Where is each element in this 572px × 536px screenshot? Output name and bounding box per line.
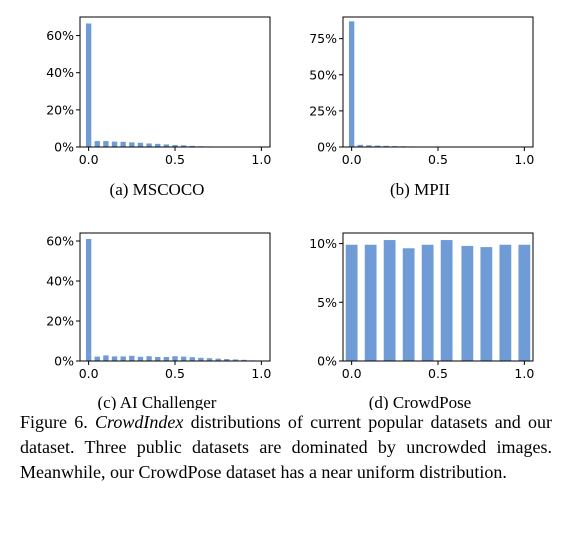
- bar: [85, 23, 92, 147]
- subfigure-caption: (a) MSCOCO: [110, 180, 205, 199]
- subfigure-caption: (d) CrowdPose: [369, 393, 471, 410]
- bar: [206, 358, 213, 361]
- x-tick-label: 1.0: [251, 152, 271, 167]
- bar: [499, 244, 512, 361]
- bar: [137, 142, 144, 147]
- x-tick-label: 0.0: [342, 366, 362, 381]
- bar: [180, 145, 187, 147]
- bar: [189, 357, 195, 361]
- bar: [348, 21, 355, 147]
- caption-prefix: Figure 6.: [20, 412, 88, 432]
- y-tick-label: 20%: [46, 102, 74, 117]
- x-tick-label: 0.5: [165, 152, 185, 167]
- y-tick-label: 25%: [309, 103, 337, 118]
- bar: [357, 144, 363, 147]
- bar: [241, 359, 247, 361]
- bar: [461, 245, 474, 361]
- bar: [224, 359, 230, 361]
- subfigure-caption: (b) MPII: [390, 180, 450, 199]
- bar: [146, 356, 152, 361]
- bar: [120, 356, 126, 361]
- x-tick-label: 1.0: [251, 366, 271, 381]
- y-tick-label: 40%: [46, 274, 74, 289]
- bar: [163, 357, 170, 361]
- bar: [155, 143, 161, 147]
- axes-frame: [79, 16, 271, 148]
- chart-panel-0: 0% 20% 40% 60% 0.0 0.5 1.0 (a) MSCOCO: [46, 16, 271, 199]
- bar: [518, 244, 531, 361]
- bar: [103, 355, 109, 361]
- y-tick-label: 60%: [46, 234, 74, 249]
- caption-text: distributions of current popular dataset…: [20, 412, 552, 482]
- x-tick-label: 0.5: [428, 366, 448, 381]
- x-tick-label: 0.0: [79, 366, 99, 381]
- y-tick-label: 5%: [317, 295, 337, 310]
- bar: [480, 247, 493, 361]
- x-tick-label: 0.0: [342, 152, 362, 167]
- bar: [155, 357, 161, 361]
- y-tick-label: 50%: [309, 67, 337, 82]
- bar: [85, 239, 92, 361]
- y-tick-label: 0%: [317, 354, 337, 369]
- bar: [111, 356, 118, 361]
- bar: [172, 144, 178, 147]
- bar: [421, 244, 434, 361]
- x-tick-label: 0.0: [79, 152, 99, 167]
- bar: [402, 248, 415, 361]
- bar: [129, 355, 135, 361]
- bar: [383, 240, 396, 361]
- y-tick-label: 0%: [54, 354, 74, 369]
- chart-panel-3: 0% 5% 10% 0.0 0.5 1.0 (d) CrowdPose: [309, 232, 534, 410]
- y-tick-label: 10%: [309, 236, 337, 251]
- bar: [232, 359, 239, 361]
- y-tick-label: 75%: [309, 31, 337, 46]
- bar: [129, 142, 135, 147]
- y-tick-label: 0%: [317, 140, 337, 155]
- x-tick-label: 1.0: [514, 152, 534, 167]
- bar: [103, 141, 109, 147]
- figure-caption: Figure 6. CrowdIndex distributions of cu…: [20, 410, 552, 485]
- y-tick-label: 20%: [46, 314, 74, 329]
- bar: [364, 244, 377, 361]
- axes-frame: [79, 232, 271, 362]
- bar: [440, 240, 453, 361]
- x-tick-label: 0.5: [428, 152, 448, 167]
- bar: [366, 145, 372, 147]
- chart-panel-1: 0% 25% 50% 75% 0.0 0.5 1.0 (b) MPII: [309, 16, 534, 199]
- y-tick-label: 40%: [46, 65, 74, 80]
- bar: [374, 145, 381, 147]
- bar: [345, 244, 358, 361]
- bar: [215, 358, 221, 361]
- bar: [137, 356, 144, 361]
- bar: [383, 145, 389, 147]
- y-tick-label: 0%: [54, 140, 74, 155]
- bar: [146, 143, 152, 147]
- bar: [172, 356, 178, 361]
- bar: [94, 356, 100, 361]
- bar: [163, 144, 170, 147]
- bar: [94, 141, 100, 147]
- axes-frame: [342, 16, 534, 148]
- x-tick-label: 1.0: [514, 366, 534, 381]
- figure-panels: 0% 20% 40% 60% 0.0 0.5 1.0 (a) MSCOCO 0% 25% 50% 75…: [46, 16, 534, 410]
- y-tick-label: 60%: [46, 28, 74, 43]
- bar: [120, 141, 126, 147]
- bar: [198, 357, 204, 361]
- x-tick-label: 0.5: [165, 366, 185, 381]
- chart-panel-2: 0% 20% 40% 60% 0.0 0.5 1.0 (c) AI Challenger: [46, 232, 271, 410]
- bar: [189, 145, 195, 147]
- bar: [111, 141, 118, 147]
- bar: [180, 356, 187, 361]
- subfigure-caption: (c) AI Challenger: [98, 393, 217, 410]
- caption-math: CrowdIndex: [95, 412, 184, 432]
